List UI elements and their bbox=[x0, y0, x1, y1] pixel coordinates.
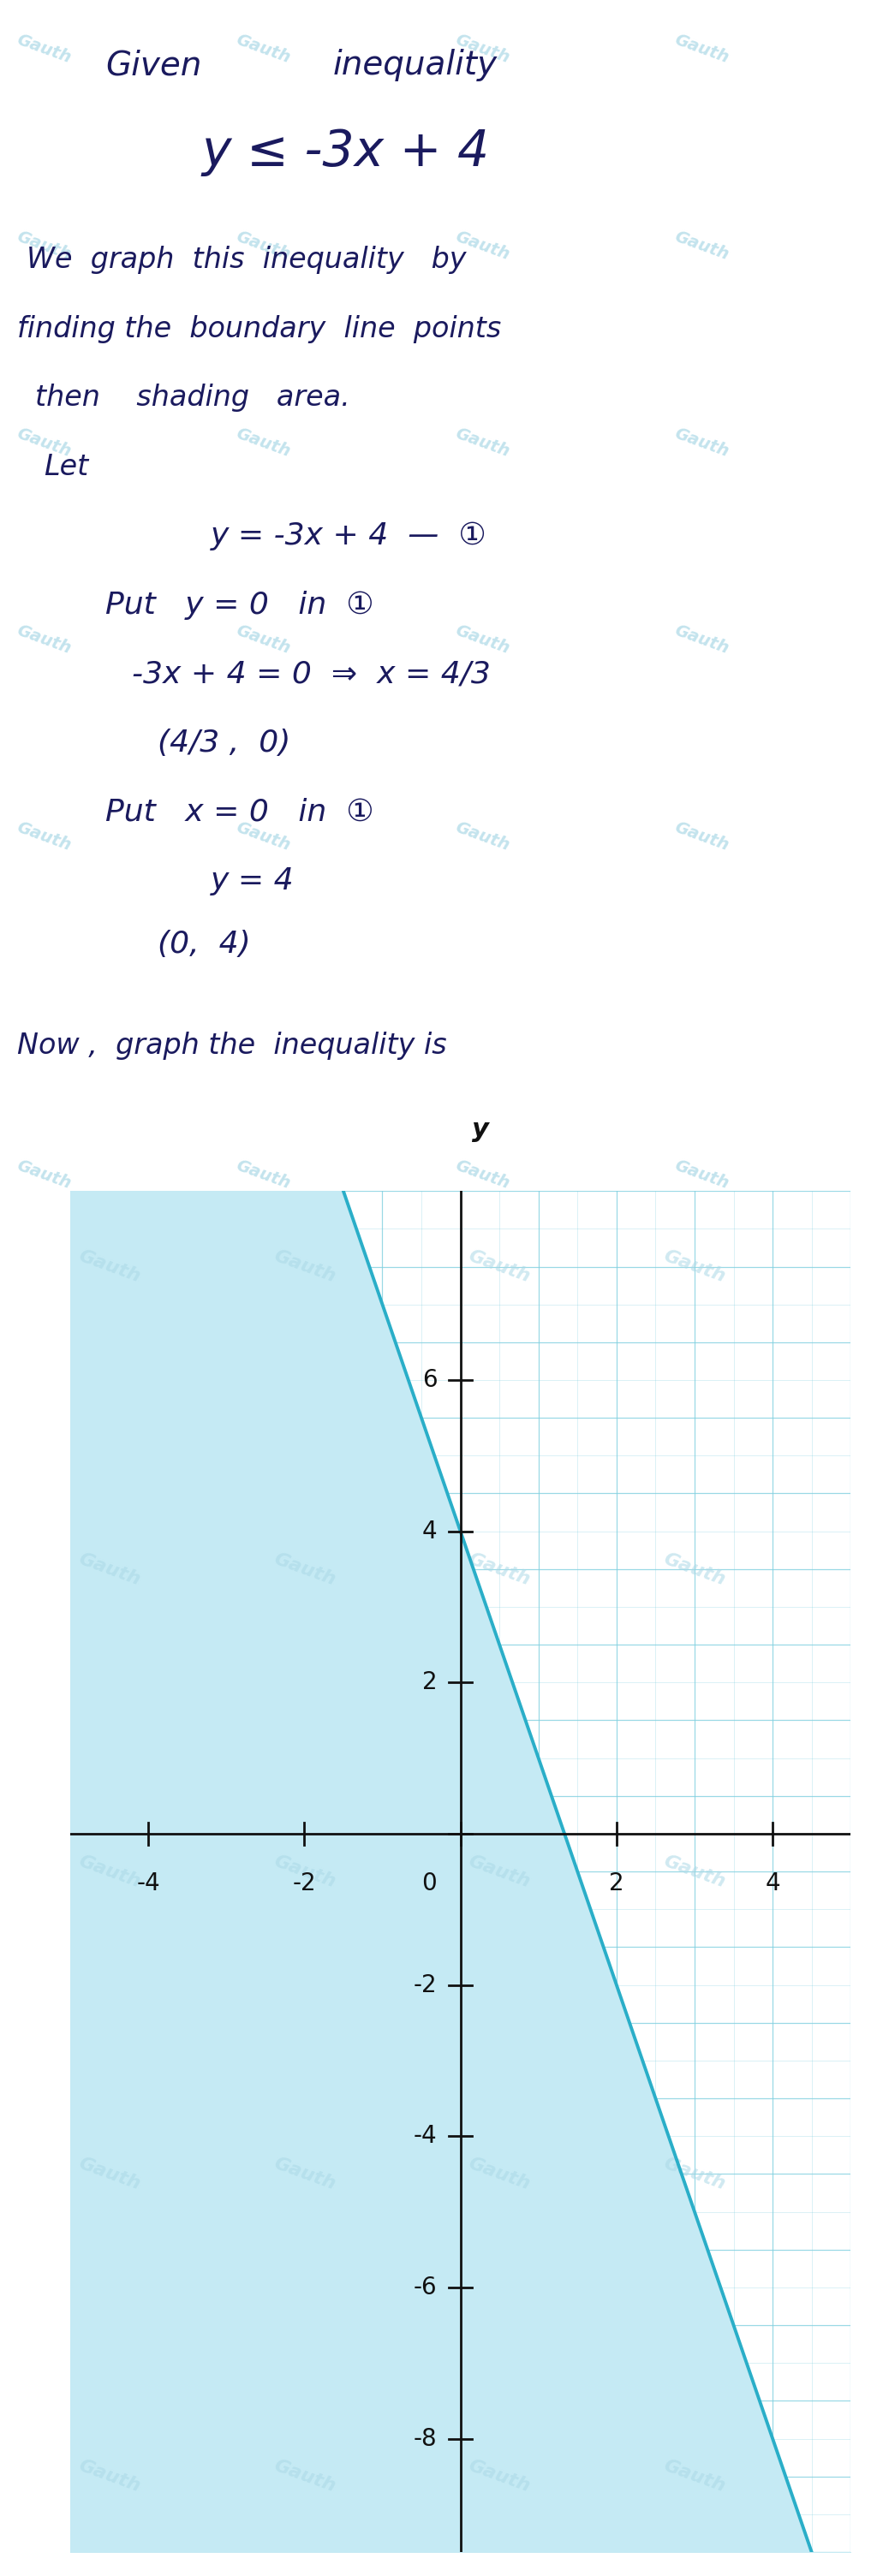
Text: Gauth: Gauth bbox=[14, 31, 74, 67]
Text: We  graph  this  inequality   by: We graph this inequality by bbox=[26, 247, 466, 273]
Text: Gauth: Gauth bbox=[466, 1852, 533, 1891]
Text: Gauth: Gauth bbox=[14, 623, 74, 657]
Text: -6: -6 bbox=[413, 2275, 437, 2300]
Text: Gauth: Gauth bbox=[271, 2458, 338, 2496]
Text: Gauth: Gauth bbox=[466, 2156, 533, 2192]
Text: -2: -2 bbox=[293, 1873, 316, 1896]
Text: Put   x = 0   in  ①: Put x = 0 in ① bbox=[105, 796, 374, 827]
Text: 4: 4 bbox=[765, 1873, 781, 1896]
Text: inequality: inequality bbox=[333, 49, 498, 82]
Text: Gauth: Gauth bbox=[14, 425, 74, 461]
Text: then    shading   area.: then shading area. bbox=[35, 384, 350, 412]
Text: Now ,  graph the  inequality is: Now , graph the inequality is bbox=[18, 1033, 447, 1061]
Text: Gauth: Gauth bbox=[14, 819, 74, 853]
Text: Gauth: Gauth bbox=[75, 1852, 143, 1891]
Text: Gauth: Gauth bbox=[75, 1551, 143, 1589]
Text: Gauth: Gauth bbox=[453, 425, 512, 461]
Text: Gauth: Gauth bbox=[271, 2156, 338, 2192]
Text: Gauth: Gauth bbox=[672, 229, 731, 263]
Text: Gauth: Gauth bbox=[672, 1157, 731, 1193]
Text: Gauth: Gauth bbox=[233, 623, 293, 657]
Text: Gauth: Gauth bbox=[661, 1247, 728, 1285]
Text: Gauth: Gauth bbox=[672, 623, 731, 657]
Text: 2: 2 bbox=[422, 1669, 437, 1695]
Text: y ≤ -3x + 4: y ≤ -3x + 4 bbox=[202, 129, 489, 178]
Text: y = 4: y = 4 bbox=[210, 866, 294, 894]
Text: Put   y = 0   in  ①: Put y = 0 in ① bbox=[105, 590, 374, 618]
Text: 2: 2 bbox=[609, 1873, 624, 1896]
Text: Gauth: Gauth bbox=[672, 819, 731, 853]
Text: y = -3x + 4  —  ①: y = -3x + 4 — ① bbox=[210, 520, 487, 551]
Text: Gauth: Gauth bbox=[75, 2458, 143, 2496]
Text: Gauth: Gauth bbox=[233, 1157, 293, 1193]
Text: Gauth: Gauth bbox=[661, 2156, 728, 2192]
Text: Gauth: Gauth bbox=[233, 819, 293, 853]
Text: -2: -2 bbox=[413, 1973, 437, 1996]
Text: Gauth: Gauth bbox=[271, 1247, 338, 1285]
Text: Gauth: Gauth bbox=[233, 425, 293, 461]
Text: Gauth: Gauth bbox=[661, 1852, 728, 1891]
Text: Gauth: Gauth bbox=[14, 1157, 74, 1193]
Text: Gauth: Gauth bbox=[466, 2458, 533, 2496]
Text: (4/3 ,  0): (4/3 , 0) bbox=[158, 729, 291, 757]
Text: Gauth: Gauth bbox=[271, 1551, 338, 1589]
Text: 0: 0 bbox=[422, 1873, 437, 1896]
Text: Gauth: Gauth bbox=[453, 229, 512, 263]
Text: 4: 4 bbox=[422, 1520, 437, 1543]
Text: -4: -4 bbox=[413, 2125, 437, 2148]
Text: Gauth: Gauth bbox=[75, 2156, 143, 2192]
Text: (0,  4): (0, 4) bbox=[158, 930, 251, 958]
Text: -3x + 4 = 0  ⇒  x = 4/3: -3x + 4 = 0 ⇒ x = 4/3 bbox=[132, 659, 490, 688]
Text: Let: Let bbox=[44, 453, 89, 482]
Text: Gauth: Gauth bbox=[453, 31, 512, 67]
Text: Gauth: Gauth bbox=[14, 229, 74, 263]
Text: Gauth: Gauth bbox=[672, 425, 731, 461]
Text: -8: -8 bbox=[413, 2427, 437, 2450]
Text: finding the  boundary  line  points: finding the boundary line points bbox=[18, 314, 502, 343]
Text: Gauth: Gauth bbox=[661, 1551, 728, 1589]
Text: Gauth: Gauth bbox=[453, 819, 512, 853]
Text: Gauth: Gauth bbox=[466, 1247, 533, 1285]
Text: Gauth: Gauth bbox=[233, 31, 293, 67]
Text: y: y bbox=[472, 1118, 489, 1141]
Text: -4: -4 bbox=[137, 1873, 160, 1896]
Text: Gauth: Gauth bbox=[672, 31, 731, 67]
Text: Gauth: Gauth bbox=[453, 1157, 512, 1193]
Text: Gauth: Gauth bbox=[466, 1551, 533, 1589]
Text: 6: 6 bbox=[422, 1368, 437, 1391]
Text: Gauth: Gauth bbox=[271, 1852, 338, 1891]
Text: Gauth: Gauth bbox=[453, 623, 512, 657]
Text: Gauth: Gauth bbox=[75, 1247, 143, 1285]
Text: Gauth: Gauth bbox=[661, 2458, 728, 2496]
Text: Gauth: Gauth bbox=[233, 229, 293, 263]
Text: Given: Given bbox=[105, 49, 202, 82]
